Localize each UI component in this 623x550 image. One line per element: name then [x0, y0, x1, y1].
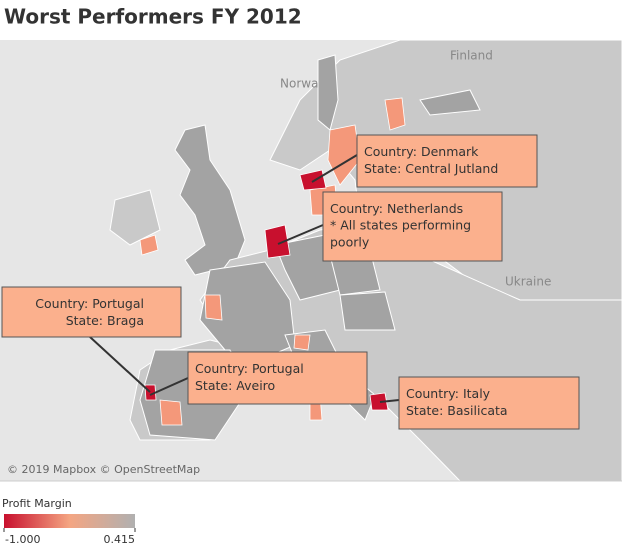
title: Worst Performers FY 2012 — [4, 5, 302, 29]
callout-value: Italy — [463, 386, 491, 401]
callout-box — [322, 191, 503, 262]
map-label: Finland — [450, 49, 493, 63]
callouts: Country: Denmark State: Central Jutland Co… — [1, 134, 580, 430]
callout-key: Country: — [35, 296, 88, 311]
callout-box — [356, 134, 538, 188]
callout-value: Central Jutland — [405, 161, 498, 176]
callout-line: State: Basilicata — [406, 403, 508, 418]
callout-key: State: — [195, 378, 232, 393]
callout-box — [187, 351, 368, 405]
callout-line: State: Braga — [66, 313, 144, 328]
callout-key: State: — [66, 313, 103, 328]
attribution: © 2019 Mapbox © OpenStreetMap — [7, 463, 200, 476]
callout-value: Netherlands — [387, 201, 463, 216]
legend-label: 0.415 — [104, 533, 136, 546]
callout-line: Country: Portugal — [35, 296, 144, 311]
callout-line: Country: Denmark — [364, 144, 479, 159]
callout-value: Aveiro — [236, 378, 275, 393]
callout-value: Basilicata — [447, 403, 507, 418]
legend: -1.000 0.415 — [3, 528, 136, 546]
legend-label: -1.000 — [5, 533, 40, 546]
callout-key: State: — [406, 403, 443, 418]
callout-key: State: — [364, 161, 401, 176]
callout-key: Country: — [330, 201, 383, 216]
callout-note: * All states performing — [330, 218, 471, 233]
callout-line: State: Central Jutland — [364, 161, 498, 176]
map: Norway Finland Ukraine Turkey — [0, 40, 622, 481]
callout-box — [398, 376, 580, 430]
callout-value: Portugal — [92, 296, 144, 311]
callout-line: Country: Netherlands — [330, 201, 463, 216]
callout-key: Country: — [364, 144, 417, 159]
callout-line: Country: Portugal — [195, 361, 304, 376]
legend-gradient — [4, 514, 135, 528]
map-label: Norway — [280, 77, 326, 91]
callout-value: Braga — [107, 313, 144, 328]
callout-key: Country: — [195, 361, 248, 376]
callout-value: Portugal — [252, 361, 304, 376]
callout-line: State: Aveiro — [195, 378, 275, 393]
legend-title: Profit Margin — [2, 497, 72, 510]
callout-key: Country: — [406, 386, 459, 401]
callout-box — [1, 286, 182, 338]
map-label: Ukraine — [505, 275, 551, 289]
callout-line: Country: Italy — [406, 386, 491, 401]
callout-note: poorly — [330, 235, 370, 250]
callout-value: Denmark — [421, 144, 479, 159]
